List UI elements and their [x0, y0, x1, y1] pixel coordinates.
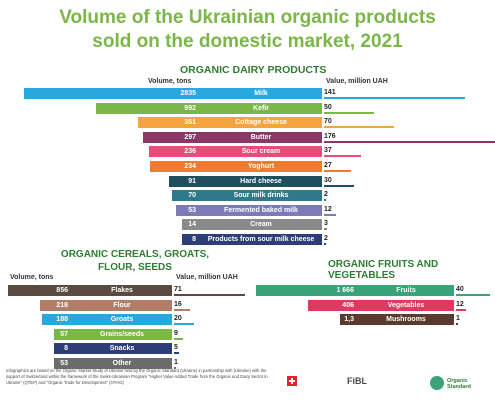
category-label: Fermented baked milk [200, 204, 322, 216]
volume-bar: 406 [307, 299, 358, 311]
category-label: Groats [72, 314, 172, 326]
cereals-heading-line-2: FLOUR, SEEDS [98, 262, 172, 273]
value-label: 9 [174, 329, 178, 337]
volume-bar: 8 [182, 234, 200, 245]
volume-bar: 218 [39, 299, 72, 311]
category-label: Yoghurt [200, 161, 322, 172]
value-label: 37 [324, 147, 332, 155]
value-bar [324, 140, 495, 143]
category-label: Grains/seeds [72, 328, 172, 340]
value-bar [174, 367, 176, 369]
page-title: Volume of the Ukrainian organic products… [0, 6, 495, 54]
volume-bar: 91 [168, 175, 200, 187]
dairy-value-header: Value, million UAH [326, 78, 388, 85]
value-label: 1 [174, 359, 178, 366]
category-label: Fruits [358, 285, 454, 296]
value-label: 141 [324, 89, 336, 96]
volume-bar: 2835 [24, 88, 200, 99]
volume-bar: 14 [182, 219, 200, 231]
volume-bar: 57 [54, 328, 72, 340]
category-label: Sour cream [200, 146, 322, 158]
volume-bar: 1,3 [340, 314, 358, 326]
volume-bar: 188 [41, 314, 72, 326]
volume-bar: 234 [149, 161, 200, 172]
value-bar [456, 323, 458, 326]
volume-bar: 1 666 [255, 285, 358, 296]
cereals-volume-header: Volume, tons [10, 274, 54, 281]
volume-bar: 70 [172, 190, 200, 202]
value-label: 27 [324, 162, 332, 169]
category-label: Sour milk drinks [200, 190, 322, 202]
value-bar [324, 213, 336, 216]
volume-bar: 236 [149, 146, 200, 158]
volume-bar: 992 [96, 102, 200, 114]
category-label: Flour [72, 299, 172, 311]
category-label: Milk [200, 88, 322, 99]
logos: FiBL Organic Standard [285, 372, 495, 400]
swiss-flag-icon [287, 376, 297, 386]
value-bar [456, 294, 490, 296]
logo-fibl: FiBL [347, 376, 367, 386]
value-bar [174, 337, 183, 340]
category-label: Butter [200, 131, 322, 143]
volume-bar: 53 [175, 204, 200, 216]
value-label: 20 [174, 315, 182, 323]
value-bar [324, 111, 374, 114]
value-label: 1 [456, 315, 460, 323]
category-label: Kefir [200, 102, 322, 114]
value-bar [174, 352, 179, 355]
logo-organic-standard: Organic Standard [447, 378, 471, 390]
category-label: Cream [200, 219, 322, 231]
value-bar [174, 294, 245, 296]
value-bar [324, 155, 361, 158]
value-bar [324, 184, 354, 187]
category-label: Vegetables [358, 299, 454, 311]
value-bar [324, 126, 394, 129]
value-bar [324, 199, 326, 202]
category-label: Mushrooms [358, 314, 454, 326]
category-label: Other [72, 358, 172, 369]
fruits-heading: ORGANIC FRUITS AND VEGETABLES [328, 259, 439, 281]
cereals-heading-line-1: ORGANIC CEREALS, GROATS, [60, 249, 210, 260]
category-label: Hard cheese [200, 175, 322, 187]
footnote: Infographics are based on the Organic Ma… [6, 368, 268, 385]
value-bar [174, 308, 190, 311]
value-label: 176 [324, 132, 336, 140]
volume-bar: 297 [143, 131, 200, 143]
value-bar [174, 323, 194, 326]
category-label: Products from sour milk cheese [200, 234, 322, 245]
volume-bar: 856 [7, 285, 72, 296]
value-label: 2 [324, 235, 328, 242]
value-bar [324, 97, 465, 99]
cereals-heading: ORGANIC CEREALS, GROATS, FLOUR, SEEDS [50, 248, 220, 274]
value-label: 2 [324, 191, 328, 199]
category-label: Cottage cheese [200, 117, 322, 129]
value-label: 70 [324, 118, 332, 126]
value-label: 30 [324, 176, 332, 184]
value-label: 50 [324, 103, 332, 111]
dairy-volume-header: Volume, tons [148, 78, 192, 85]
value-label: 12 [456, 300, 464, 308]
title-line-1: Volume of the Ukrainian organic products [59, 7, 436, 28]
value-label: 3 [324, 220, 328, 228]
category-label: Flakes [72, 285, 172, 296]
value-bar [324, 228, 327, 231]
swiss-cross-bar-icon [289, 380, 295, 382]
cereals-value-header: Value, million UAH [176, 274, 238, 281]
organic-standard-logo-icon [430, 376, 444, 390]
value-label: 5 [174, 344, 178, 352]
title-line-2: sold on the domestic market, 2021 [92, 31, 403, 52]
category-label: Snacks [72, 343, 172, 355]
value-label: 40 [456, 286, 464, 293]
volume-bar: 8 [54, 343, 72, 355]
value-label: 12 [324, 205, 332, 213]
value-bar [456, 308, 467, 311]
value-label: 16 [174, 300, 182, 308]
dairy-heading: ORGANIC DAIRY PRODUCTS [180, 64, 327, 76]
value-bar [324, 243, 326, 245]
volume-bar: 53 [54, 358, 72, 369]
value-label: 71 [174, 286, 182, 293]
volume-bar: 351 [138, 117, 200, 129]
value-bar [324, 170, 351, 172]
